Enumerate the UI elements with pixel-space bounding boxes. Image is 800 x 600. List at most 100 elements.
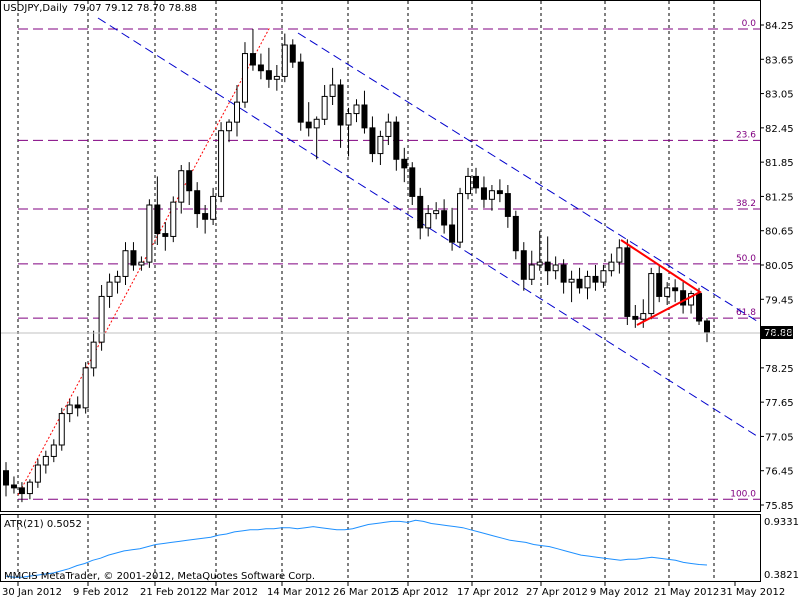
candle-body [536, 261, 543, 266]
price-tick-label: 76.45 [765, 467, 794, 478]
date-tick-label: 5 Apr 2012 [393, 587, 448, 598]
date-tick-label: 9 May 2012 [590, 587, 649, 598]
candle-body [106, 281, 113, 297]
candle-body [66, 404, 73, 415]
candle-body [74, 404, 81, 409]
candle-body [592, 275, 599, 283]
candle-body [624, 247, 631, 317]
candle-body [26, 481, 33, 495]
fib-level-label: 23.6 [736, 130, 756, 140]
price-tick-label: 81.25 [765, 192, 794, 203]
candle-body [345, 113, 352, 126]
ohlc-readout: 79.07 79.12 78.70 78.88 [73, 3, 197, 14]
price-tick-label: 83.65 [765, 55, 794, 66]
price-tick-label: 80.05 [765, 261, 794, 272]
channel-lower-line [97, 17, 761, 439]
candle-body [544, 261, 551, 272]
candle-body [369, 127, 376, 155]
candle-body [82, 367, 89, 409]
candle-body [186, 170, 193, 192]
atr-label: ATR(21) 0.5052 [4, 519, 82, 530]
date-tick-label: 27 Apr 2012 [526, 587, 588, 598]
atr-line [5, 519, 708, 578]
candle-body [202, 213, 209, 220]
candle-body [393, 121, 400, 160]
candle-body [154, 204, 161, 235]
candle-body [234, 101, 241, 123]
candle-body [608, 261, 615, 272]
candle-body [58, 413, 65, 446]
fibonacci-levels: 0.0 23.6 38.2 50.0 61.8 100.0 [18, 19, 760, 500]
candle-body [664, 287, 671, 297]
chart-symbol-label: USDJPY,Daily [3, 3, 68, 14]
price-tick-label: 77.65 [765, 398, 794, 409]
candle-body [552, 264, 559, 272]
date-tick-label: 17 Apr 2012 [457, 587, 519, 598]
candle-body [162, 233, 169, 237]
candle-body [178, 170, 185, 203]
date-tick-label: 30 Jan 2012 [2, 587, 62, 598]
copyright-text: MMCIS MetaTrader, © 2001-2012, MetaQuote… [4, 571, 315, 582]
candle-body [696, 293, 703, 322]
candle-body [480, 187, 487, 200]
date-tick-label: 21 May 2012 [654, 587, 719, 598]
candle-body [417, 195, 424, 229]
candle-body [42, 455, 49, 466]
candle-body [600, 270, 607, 283]
candle-body [329, 84, 336, 97]
candle-body [457, 193, 464, 243]
price-tick-label: 77.05 [765, 432, 794, 443]
candle-body [50, 444, 57, 457]
candle-body [281, 44, 288, 77]
triangle-lines [620, 239, 702, 326]
candle-body [704, 320, 710, 333]
current-price-label: 78.88 [764, 328, 793, 339]
candle-body [449, 224, 456, 243]
date-tick-label: 2 Mar 2012 [201, 587, 258, 598]
candle-body [616, 247, 623, 263]
candle-body [353, 104, 360, 115]
triangle-pattern [620, 239, 702, 326]
candle-body [321, 95, 328, 120]
date-tick-label: 9 Feb 2012 [73, 587, 129, 598]
candle-body [226, 121, 233, 132]
price-tick-label: 84.25 [765, 21, 794, 32]
candle-body [289, 44, 296, 63]
candle-body [568, 278, 575, 283]
candle-body [305, 121, 312, 129]
price-axis: 84.25 83.65 83.05 82.45 81.85 81.25 80.65 80.05… [760, 21, 794, 512]
candle-body [194, 190, 201, 215]
candlesticks [3, 29, 710, 503]
candle-body [313, 118, 320, 129]
candle-body [114, 275, 121, 283]
price-tick-label: 82.45 [765, 124, 794, 135]
candle-body [90, 341, 97, 369]
candle-body [3, 470, 9, 486]
candle-body [409, 167, 416, 197]
price-tick-label: 81.85 [765, 158, 794, 169]
candle-body [138, 261, 145, 266]
candle-body [218, 130, 225, 197]
candle-body [130, 250, 137, 266]
candle-body [122, 250, 129, 277]
candle-body [433, 210, 440, 215]
date-tick-label: 21 Feb 2012 [140, 587, 202, 598]
candle-body [632, 315, 639, 320]
candle-body [249, 53, 256, 66]
price-tick-label: 78.25 [765, 364, 794, 375]
price-tick-label: 78.85 [765, 330, 794, 341]
candle-body [377, 135, 384, 155]
fib-level-label: 100.0 [730, 489, 756, 499]
candle-body [465, 175, 472, 195]
candle-body [441, 210, 448, 226]
candle-body [210, 195, 217, 220]
grid-lines [17, 1, 715, 581]
candle-body [257, 64, 264, 72]
candle-body [680, 290, 687, 306]
candle-body [273, 75, 280, 80]
price-tick-label: 83.05 [765, 90, 794, 101]
candle-body [10, 484, 17, 489]
candle-body [170, 201, 177, 237]
